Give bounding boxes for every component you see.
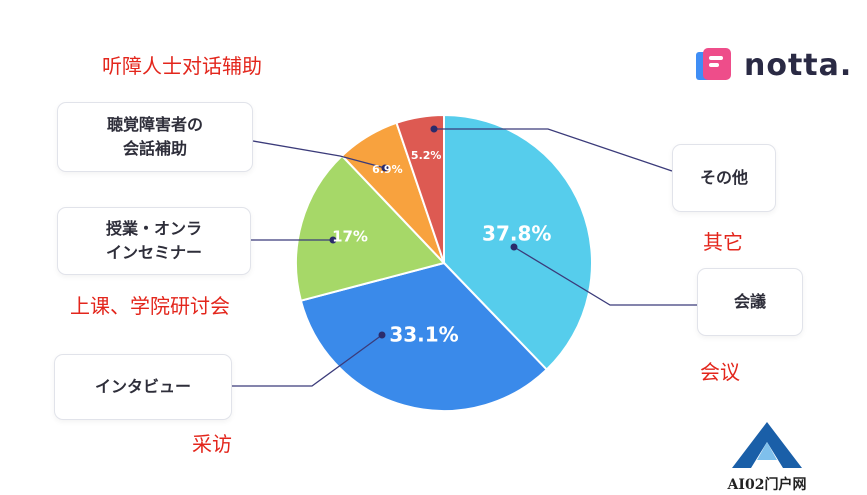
leader-dot-other: [430, 125, 438, 133]
leader-dot-class: [329, 236, 337, 244]
pie-slice-class: [295, 154, 446, 302]
pie-slice-interview: [299, 261, 549, 412]
pie-slice-meeting: [443, 113, 593, 372]
legend-box-other: その他: [672, 144, 776, 212]
data-label-interview: 33.1%: [389, 322, 458, 346]
leader-line-meeting: [513, 246, 697, 306]
annotation-other: 其它: [703, 230, 743, 254]
annotation-interview: 采访: [192, 432, 232, 456]
legend-box-meeting: 会議: [697, 268, 803, 336]
legend-box-interview: インタビュー: [54, 354, 232, 420]
annotation-hearing: 听障人士对话辅助: [102, 54, 262, 78]
notta-logo-icon: [696, 48, 731, 80]
watermark-text: AI02门户网: [727, 477, 807, 493]
legend-box-hearing: 聴覚障害者の 会話補助: [57, 102, 253, 172]
leader-dot-interview: [378, 331, 386, 339]
leader-line-hearing: [252, 140, 386, 169]
leader-line-interview: [232, 334, 383, 387]
annotation-meeting: 会议: [700, 360, 740, 384]
watermark-logo-icon: [732, 422, 802, 468]
notta-logo: notta.: [696, 46, 852, 84]
pie-slice-other: [395, 113, 445, 264]
data-label-hearing: 6.9%: [372, 163, 403, 176]
data-label-other: 5.2%: [411, 149, 442, 162]
annotation-class: 上课、学院研讨会: [70, 294, 230, 318]
notta-logo-text: notta.: [744, 47, 853, 83]
leader-line-other: [434, 128, 673, 172]
leader-dot-hearing: [381, 164, 389, 172]
data-label-meeting: 37.8%: [482, 222, 551, 246]
legend-box-class: 授業・オンラ インセミナー: [57, 207, 251, 275]
watermark: AI02门户网: [724, 420, 810, 494]
leader-dot-meeting: [510, 243, 518, 251]
data-label-class: 17%: [332, 228, 368, 246]
